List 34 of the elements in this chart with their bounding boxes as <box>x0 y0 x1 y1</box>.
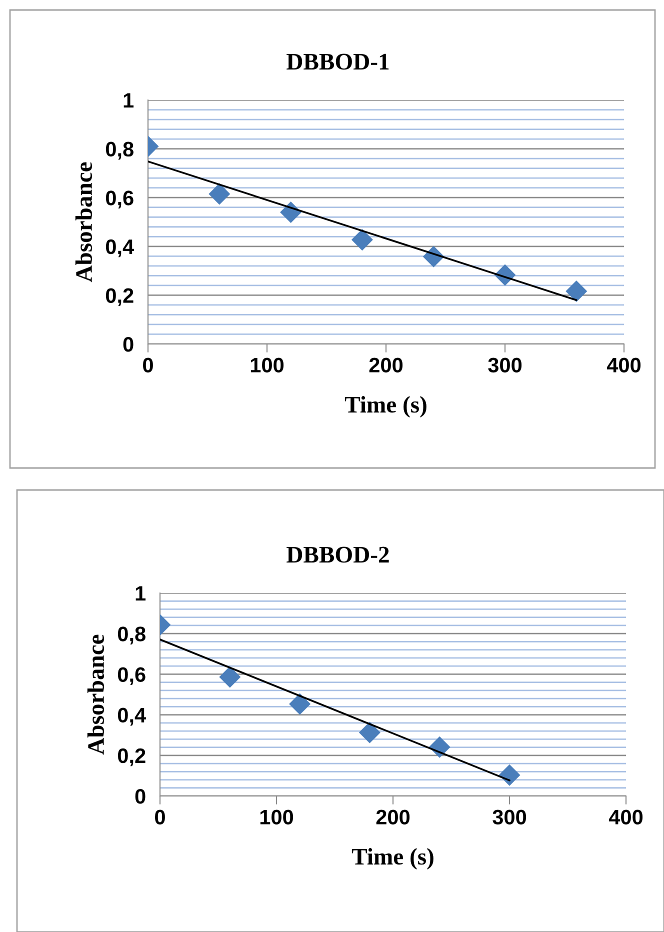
y-tick-label: 0,4 <box>118 708 146 726</box>
point <box>208 183 230 205</box>
y-axis-title: Absorbance <box>75 162 92 282</box>
x-tick-label: 0 <box>155 810 165 824</box>
y-tick-label: 1 <box>124 93 134 108</box>
x-tick-label: 300 <box>492 810 526 825</box>
point <box>566 280 588 302</box>
x-tick-label: 400 <box>606 358 641 372</box>
y-tick-label: 0,2 <box>118 748 146 766</box>
y-tick-label: 0 <box>123 337 134 352</box>
x-tick-label: 400 <box>608 810 643 824</box>
y-tick-label: 0,6 <box>118 667 146 685</box>
x-tick-label: 300 <box>488 358 522 373</box>
y-tick-label: 0,4 <box>106 239 134 258</box>
x-tick-label: 200 <box>376 810 410 824</box>
y-tick-label: 0,2 <box>106 288 134 306</box>
y-tick-label: 0,8 <box>118 626 146 644</box>
point <box>358 722 380 744</box>
y-tick-label: 0,8 <box>106 142 134 160</box>
point <box>351 229 373 251</box>
y-tick-label: 0 <box>135 789 146 804</box>
x-tick-label: 100 <box>260 810 294 824</box>
x-tick-label: 200 <box>369 358 403 372</box>
chart-title: DBBOD-1 <box>286 54 389 70</box>
x-axis-title: Time (s) <box>344 396 426 418</box>
x-tick-label: 100 <box>250 358 284 372</box>
x-axis-title: Time (s) <box>352 848 434 870</box>
y-axis-title: Absorbance <box>87 634 104 755</box>
chart-title: DBBOD-2 <box>286 546 389 563</box>
y-tick-label: 0,6 <box>106 190 134 208</box>
point <box>289 693 311 715</box>
point <box>219 666 241 688</box>
point <box>498 764 520 786</box>
y-tick-label: 1 <box>136 586 146 601</box>
